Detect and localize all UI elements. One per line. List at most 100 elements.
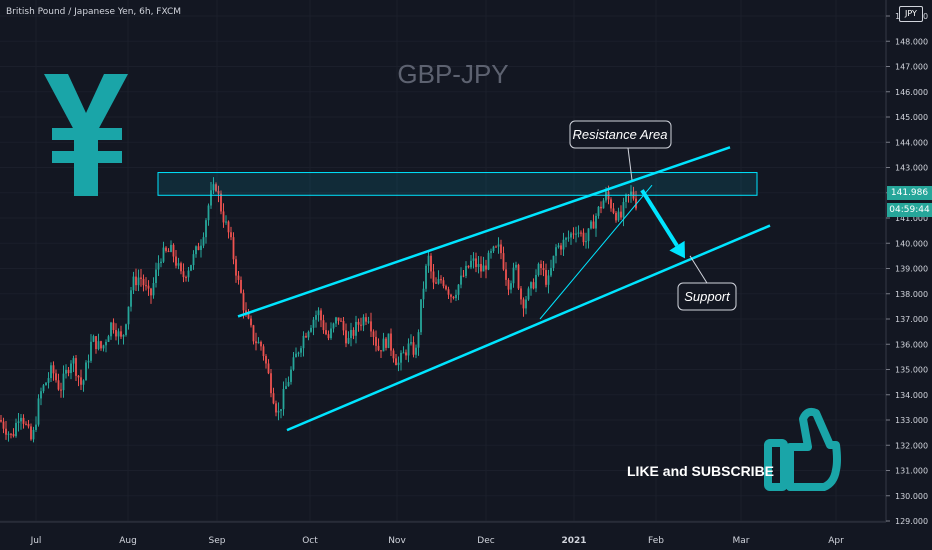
- candle-body: [540, 263, 542, 269]
- candle-body: [75, 358, 77, 376]
- candle-body: [217, 190, 220, 194]
- candle-body: [382, 338, 385, 352]
- candle-body: [527, 288, 530, 300]
- inner-trendline[interactable]: [539, 184, 653, 320]
- price-tick-label: 139.000: [895, 265, 928, 274]
- upper-channel-line[interactable]: [237, 146, 731, 318]
- candle-body: [295, 353, 297, 358]
- support-callout[interactable]: Support: [677, 255, 737, 311]
- resistance-callout[interactable]: Resistance Area: [569, 120, 672, 181]
- candle-body: [412, 342, 415, 355]
- candle-body: [615, 212, 617, 221]
- candle-body: [450, 294, 452, 297]
- time-axis[interactable]: Jul Aug Sep Oct Nov Dec 2021 Feb Mar Apr: [30, 536, 845, 546]
- candle-body: [50, 365, 52, 379]
- candle-body: [465, 265, 467, 276]
- candle-body: [127, 306, 130, 325]
- candle-body: [157, 263, 160, 270]
- candle-body: [610, 199, 612, 209]
- candle-body: [122, 334, 125, 337]
- candle-body: [562, 239, 565, 250]
- candle-body: [590, 221, 592, 229]
- candle-body: [600, 206, 602, 209]
- thumbs-up-icon: [764, 407, 841, 491]
- candle-body: [300, 348, 302, 353]
- candle-body: [277, 410, 280, 413]
- candle-body: [405, 352, 407, 356]
- price-tick-label: 146.000: [895, 88, 928, 97]
- candle-body: [427, 255, 430, 266]
- candle-body: [535, 274, 537, 289]
- candle-body: [97, 341, 100, 350]
- price-tick-label: 144.000: [895, 138, 928, 147]
- price-tick-label: 143.000: [895, 164, 928, 173]
- candle-body: [547, 275, 550, 285]
- candle-body: [355, 321, 357, 336]
- candle-body: [177, 263, 180, 266]
- candle-body: [55, 373, 57, 381]
- chart-watermark: GBP-JPY: [397, 59, 508, 89]
- candle-body: [587, 228, 590, 242]
- candle-body: [375, 336, 377, 346]
- candle-body: [397, 362, 400, 366]
- price-tick-label: 134.000: [895, 391, 928, 400]
- candle-body: [512, 267, 515, 284]
- candle-body: [457, 284, 460, 295]
- candle-body: [377, 345, 380, 351]
- resistance-zone[interactable]: [157, 172, 758, 196]
- candle-body: [487, 252, 490, 270]
- time-tick-label: Apr: [828, 536, 844, 546]
- candle-body: [207, 205, 210, 221]
- candle-body: [160, 261, 162, 264]
- candle-body: [280, 409, 282, 411]
- projection-arrow[interactable]: [640, 189, 685, 259]
- price-tick-label: 148.000: [895, 37, 928, 46]
- candle-body: [475, 258, 477, 267]
- currency-badge[interactable]: JPY: [899, 6, 923, 22]
- candle-body: [145, 285, 147, 287]
- candle-body: [502, 253, 505, 270]
- candle-body: [270, 373, 272, 394]
- lower-channel-line[interactable]: [286, 224, 771, 432]
- time-tick-label: 2021: [561, 536, 586, 546]
- candle-body: [37, 398, 40, 425]
- candle-body: [162, 247, 165, 262]
- candle-body: [155, 269, 157, 284]
- candle-body: [345, 330, 347, 344]
- candle-body: [35, 424, 37, 430]
- price-tick-label: 135.000: [895, 366, 928, 375]
- candle-body: [90, 341, 92, 361]
- candle-body: [52, 365, 55, 374]
- candle-body: [517, 264, 520, 289]
- candle-body: [537, 263, 540, 275]
- candle-body: [325, 330, 327, 335]
- candle-body: [95, 336, 97, 350]
- candle-body: [140, 277, 142, 279]
- candle-body: [22, 417, 25, 424]
- candle-body: [515, 264, 517, 268]
- candle-body: [452, 296, 455, 299]
- candle-body: [635, 198, 637, 209]
- candle-body: [240, 279, 242, 293]
- candle-body: [255, 341, 257, 344]
- candle-body: [310, 327, 312, 332]
- symbol-title[interactable]: British Pound / Japanese Yen, 6h, FXCM: [6, 7, 182, 17]
- candle-body: [362, 317, 365, 326]
- candle-body: [195, 246, 197, 255]
- candle-body: [497, 244, 500, 247]
- candle-body: [92, 336, 95, 342]
- time-tick-label: Sep: [209, 536, 226, 546]
- candle-body: [212, 184, 215, 191]
- price-tick-label: 136.000: [895, 340, 928, 349]
- candle-body: [322, 320, 325, 331]
- candlestick-series: [0, 177, 637, 443]
- candle-body: [460, 275, 462, 285]
- price-tick-label: 141.000: [895, 214, 928, 223]
- candle-body: [185, 277, 187, 279]
- candle-body: [507, 279, 510, 290]
- candle-body: [612, 208, 615, 213]
- candle-body: [137, 277, 140, 286]
- candle-body: [285, 386, 287, 389]
- candle-body: [580, 232, 582, 234]
